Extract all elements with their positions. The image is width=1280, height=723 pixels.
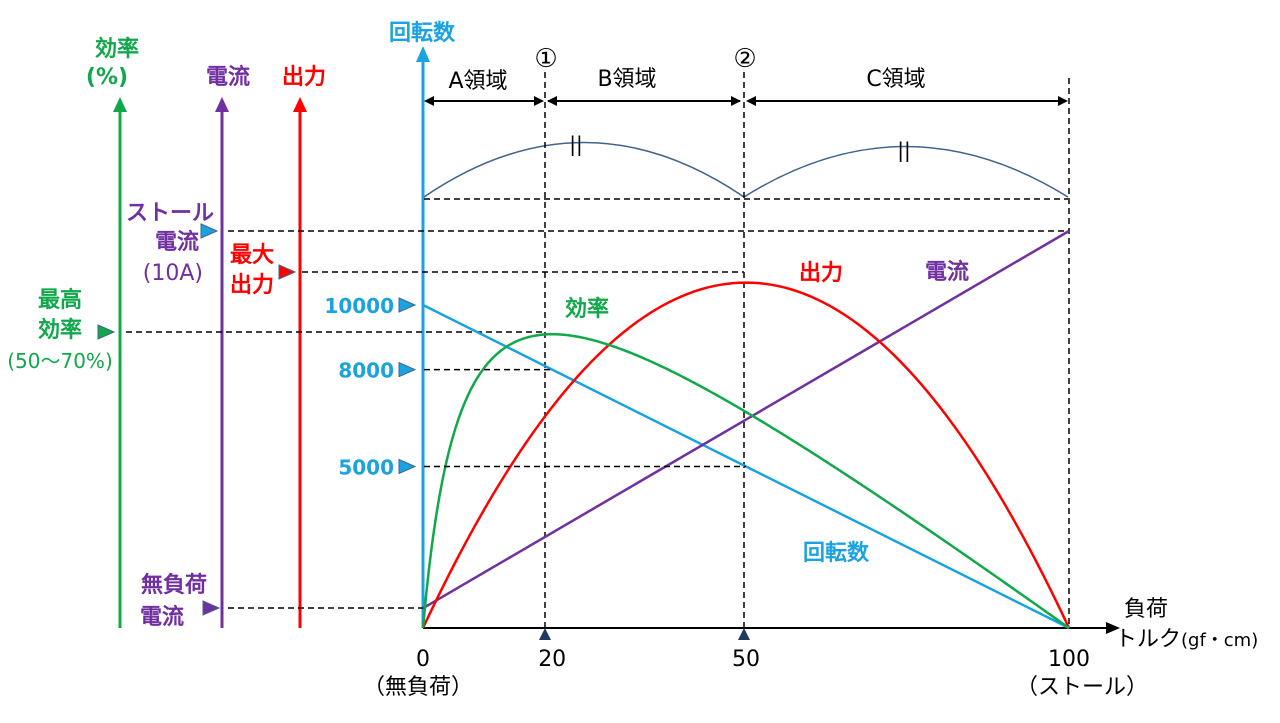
torque-axis-title-2: トルク — [1115, 627, 1181, 652]
series-label-efficiency: 効率 — [565, 296, 609, 322]
efficiency-line — [421, 332, 1070, 630]
x-tick-label-50: 50 — [732, 647, 760, 672]
x-sublabel-0: （無負荷） — [363, 675, 473, 700]
speed-tick-label-8000: 8000 — [338, 359, 394, 383]
x-tick-label-100: 100 — [1048, 647, 1090, 672]
region-a-arrow-right — [534, 96, 544, 106]
stall-current-marker — [200, 223, 219, 239]
speed-tick-marker-8000 — [398, 361, 417, 378]
region-c-label: C領域 — [866, 67, 925, 92]
efficiency-axis-title: 効率 — [95, 36, 139, 62]
torque-axis-arrow — [1106, 622, 1120, 634]
speed-line — [422, 303, 1070, 630]
region-a-arrow-left — [424, 96, 434, 106]
region-a-label: A領域 — [448, 69, 507, 94]
x-marker-50 — [738, 628, 750, 640]
series-label-speed: 回転数 — [803, 540, 870, 566]
region-c-arrow-left — [746, 96, 756, 106]
speed-tick-marker-10000 — [398, 297, 417, 313]
arc-right — [743, 145, 1069, 198]
x-sublabel-100: （ストール） — [1016, 675, 1148, 700]
efficiency-axis-unit: (%) — [86, 65, 128, 90]
max-output-label-2: 出力 — [230, 273, 274, 298]
region-c-arrow-right — [1058, 96, 1068, 106]
no-load-current-label: 無負荷 — [141, 572, 207, 598]
speed-tick-label-10000: 10000 — [324, 294, 394, 318]
current-axis-title: 電流 — [206, 64, 250, 90]
max-efficiency-label: 最高 — [38, 287, 82, 313]
current-line — [422, 229, 1070, 610]
stall-current-label: ストール — [126, 201, 214, 226]
region-b-arrow-right — [731, 96, 741, 106]
speed-tick-label-5000: 5000 — [338, 456, 394, 480]
x-tick-label-0: 0 — [416, 647, 430, 672]
output-axis-title: 出力 — [282, 65, 326, 90]
arc-left — [423, 141, 745, 198]
series-label-current: 電流 — [925, 259, 969, 285]
no-load-current-marker — [202, 600, 221, 616]
output-axis-arrow — [293, 97, 307, 112]
speed-axis-title: 回転数 — [389, 20, 456, 46]
max-efficiency-label-2: 効率 — [38, 317, 82, 343]
max-efficiency-value: (50〜70%) — [7, 349, 113, 373]
region-b-label: B領域 — [597, 67, 656, 92]
region-b-arrow-left — [547, 96, 557, 106]
current-axis-arrow — [215, 97, 229, 112]
x-marker-20 — [539, 628, 551, 640]
equal-mark-left: || — [569, 132, 582, 156]
stall-current-label-2: 電流 — [155, 229, 199, 255]
speed-axis-arrow — [416, 46, 430, 62]
stall-current-value: (10A) — [143, 261, 203, 286]
max-output-label: 最大 — [230, 243, 274, 268]
no-load-current-label-2: 電流 — [140, 604, 184, 630]
point-2-label: ② — [733, 44, 756, 74]
chart-marks: 10000 8000 5000 0 20 50 100 — [324, 229, 1090, 672]
x-tick-label-20: 20 — [538, 647, 566, 672]
efficiency-axis-arrow — [113, 97, 127, 112]
speed-tick-marker-5000 — [398, 458, 417, 475]
series-label-output: 出力 — [799, 261, 843, 286]
max-output-marker — [278, 264, 297, 280]
output-line — [421, 281, 1071, 629]
torque-axis-unit: (gf・cm) — [1181, 630, 1258, 651]
torque-axis-title: 負荷 — [1124, 597, 1168, 622]
max-efficiency-marker — [97, 324, 116, 340]
equal-mark-right: || — [897, 138, 910, 162]
point-1-label: ① — [534, 44, 557, 74]
